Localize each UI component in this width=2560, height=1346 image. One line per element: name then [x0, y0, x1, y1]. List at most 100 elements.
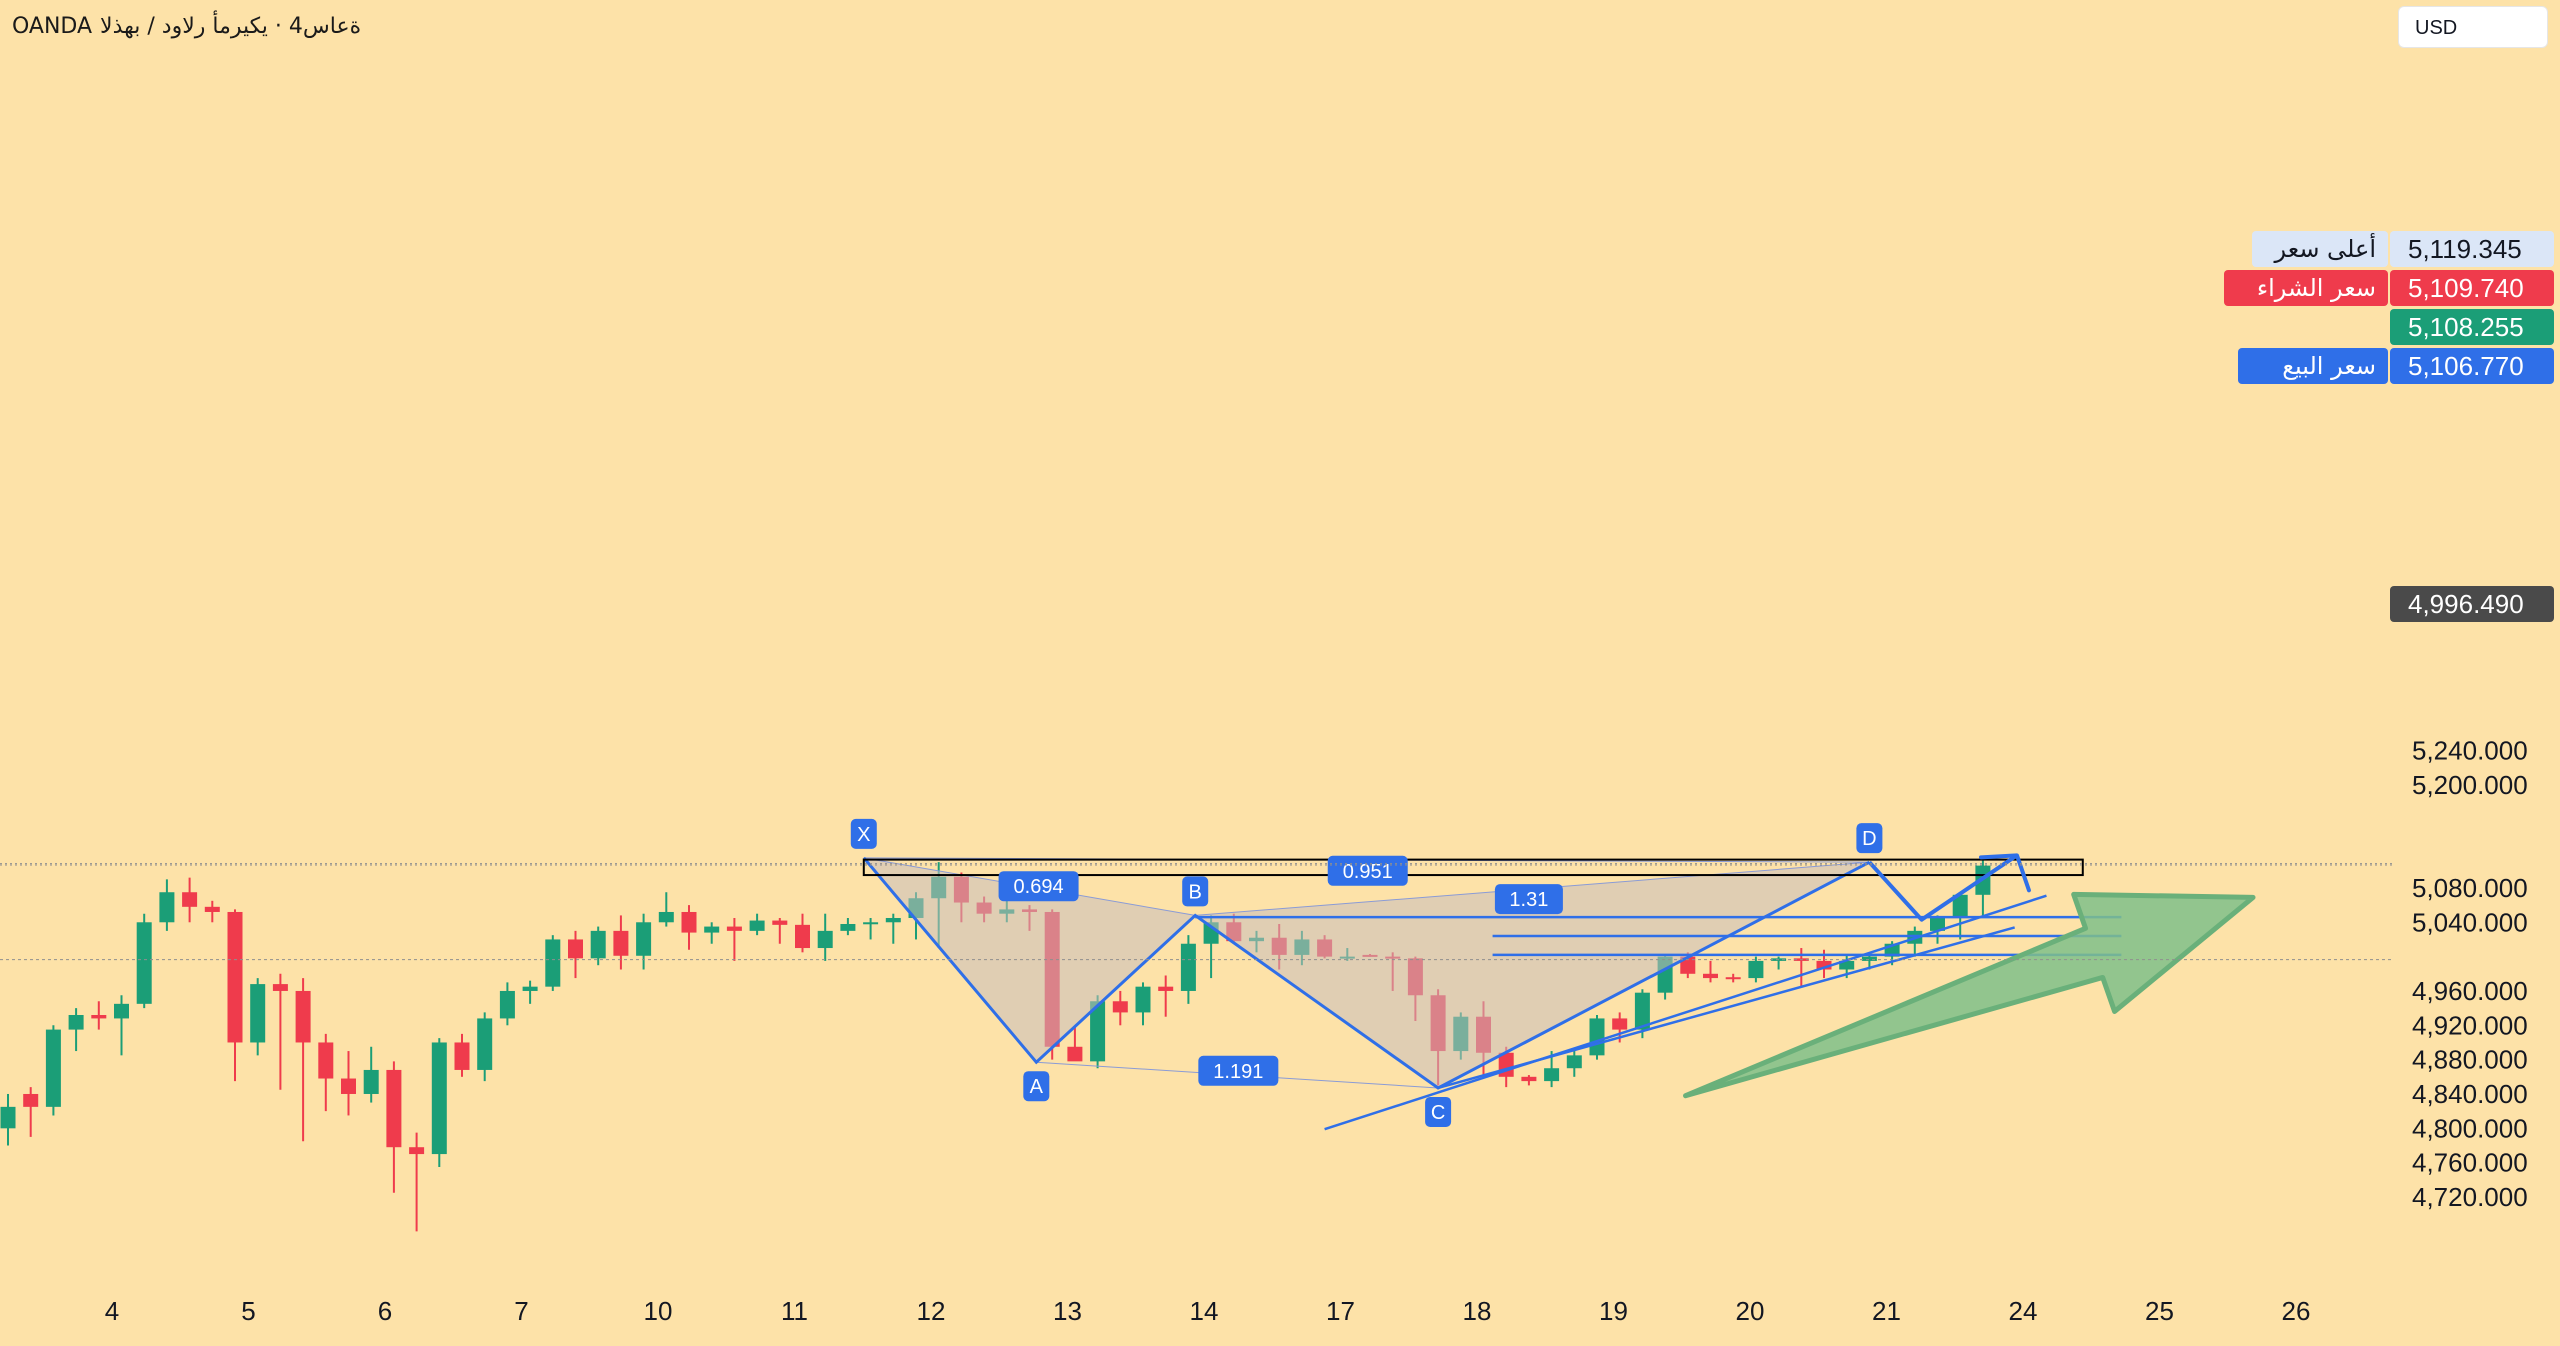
candle-body	[590, 930, 606, 959]
x-tick-label: 5	[241, 1296, 255, 1326]
candle-body	[1158, 986, 1174, 991]
price-tags: 5,119.345 أعلى سعر 5,109.740 سعر الشراء 5,10…	[0, 231, 2554, 961]
currency-button[interactable]: USD	[2398, 6, 2548, 48]
candle-body	[704, 926, 720, 933]
candle-body	[1952, 894, 1968, 918]
candle-body	[772, 920, 788, 925]
y-tick-label: 4,720.000	[2412, 1182, 2528, 1212]
x-tick-label: 17	[1326, 1296, 1355, 1326]
y-tick-label: 4,960.000	[2412, 976, 2528, 1006]
candle-body	[568, 939, 583, 959]
candle-body	[1839, 960, 1855, 970]
candle-body	[1748, 960, 1764, 979]
price-tag-last	[2390, 309, 2554, 345]
candle-body	[681, 911, 697, 933]
point-label-bg	[1425, 1096, 1452, 1127]
x-tick-label: 18	[1463, 1296, 1492, 1326]
candle-body	[1634, 992, 1650, 1030]
x-tick-label: 26	[2282, 1296, 2311, 1326]
candle-body	[0, 1106, 16, 1129]
y-tick-label: 5,200.000	[2412, 770, 2528, 800]
candle-body	[726, 926, 742, 931]
candle-body	[204, 906, 220, 912]
candle-body	[1067, 1046, 1083, 1062]
x-tick-label: 7	[514, 1296, 528, 1326]
candle-body	[454, 1042, 470, 1070]
candle-body	[91, 1014, 107, 1019]
ratio-label: 0.951	[1343, 861, 1393, 883]
y-tick-label: 4,840.000	[2412, 1079, 2528, 1109]
candle-body	[636, 922, 652, 956]
price-tag-crosshair	[2390, 586, 2554, 622]
ratio-label-bg	[1327, 855, 1408, 886]
y-tick-label: 4,760.000	[2412, 1148, 2528, 1178]
point-label-x: X	[857, 824, 870, 846]
y-tick-label: 4,920.000	[2412, 1010, 2528, 1040]
symbol-title: ةعاس4 · يكيرمأ رلاود / بهذلا	[100, 14, 362, 39]
y-tick-label: 4,880.000	[2412, 1045, 2528, 1075]
time-axis: 4 5 6 7 10 11 12 13 14 17 18 19 20 21 24 25 26	[105, 1296, 2311, 1326]
candle-body	[45, 1029, 61, 1107]
candle-body	[1725, 977, 1741, 980]
candle-body	[817, 930, 833, 949]
price-tag-value-high: 5,119.345	[2408, 234, 2522, 264]
x-tick-label: 6	[378, 1296, 392, 1326]
ratio-label: 1.191	[1213, 1061, 1263, 1083]
x-tick-label: 20	[1736, 1296, 1765, 1326]
candle-body	[182, 892, 198, 907]
candle-body	[431, 1042, 447, 1155]
xab-triangle	[863, 857, 1196, 1063]
point-label-bg	[1023, 1071, 1050, 1102]
candle-body	[341, 1078, 356, 1094]
point-label-a: A	[1030, 1076, 1044, 1098]
candle-body	[545, 939, 561, 987]
point-label-c: C	[1431, 1102, 1445, 1124]
candle-body	[250, 984, 266, 1043]
point-label-d: D	[1862, 828, 1876, 850]
bullish-target-arrow	[1683, 891, 2256, 1099]
candle-body	[1544, 1068, 1560, 1082]
candle-body	[1112, 1001, 1128, 1013]
candle-body	[1930, 917, 1945, 931]
x-tick-label: 13	[1053, 1296, 1082, 1326]
candle-body	[499, 990, 515, 1019]
candle-body	[1090, 1001, 1106, 1062]
x-tick-label: 11	[781, 1296, 808, 1326]
candle-body	[68, 1014, 84, 1030]
ratio-label: 0.694	[1014, 876, 1064, 898]
candle-body	[1589, 1018, 1605, 1056]
x-tick-label: 19	[1599, 1296, 1628, 1326]
candle-body	[1566, 1055, 1582, 1069]
candle-body	[23, 1093, 39, 1107]
candle-body	[749, 920, 765, 931]
candle-body	[409, 1147, 425, 1155]
candle-body	[272, 984, 288, 991]
point-label-bg	[1856, 823, 1883, 854]
point-label-b: B	[1189, 881, 1202, 903]
chart-title: OANDA ةعاس4 · يكيرمأ رلاود / بهذلا	[12, 14, 361, 39]
candle-body	[885, 917, 901, 923]
ratio-label-bg	[998, 871, 1079, 902]
point-label-bg	[1182, 876, 1209, 907]
candle-body	[863, 922, 879, 925]
price-tag-title-ask: سعر الشراء	[2257, 274, 2376, 302]
trend-line	[1437, 926, 2016, 1090]
price-tag-title-bg	[2238, 348, 2388, 384]
y-tick-label: 5,240.000	[2412, 736, 2528, 766]
candle-body	[840, 923, 856, 931]
candle-body	[1861, 956, 1877, 961]
candle-body	[522, 986, 538, 991]
candle-body	[159, 892, 175, 923]
x-tick-label: 4	[105, 1296, 119, 1326]
ratio-label-bg	[1494, 884, 1563, 915]
harmonic-legs	[862, 856, 1871, 1090]
candle-body	[1135, 986, 1151, 1013]
price-tag-title-bg	[2224, 270, 2388, 306]
candle-body	[477, 1018, 493, 1070]
price-tag-title-high: أعلى سعر	[2274, 233, 2377, 263]
price-tag-bid	[2390, 348, 2554, 384]
point-label-bg	[850, 818, 877, 849]
ratio-label: 1.31	[1509, 889, 1548, 911]
price-tag-title-bid: سعر البيع	[2282, 352, 2376, 380]
